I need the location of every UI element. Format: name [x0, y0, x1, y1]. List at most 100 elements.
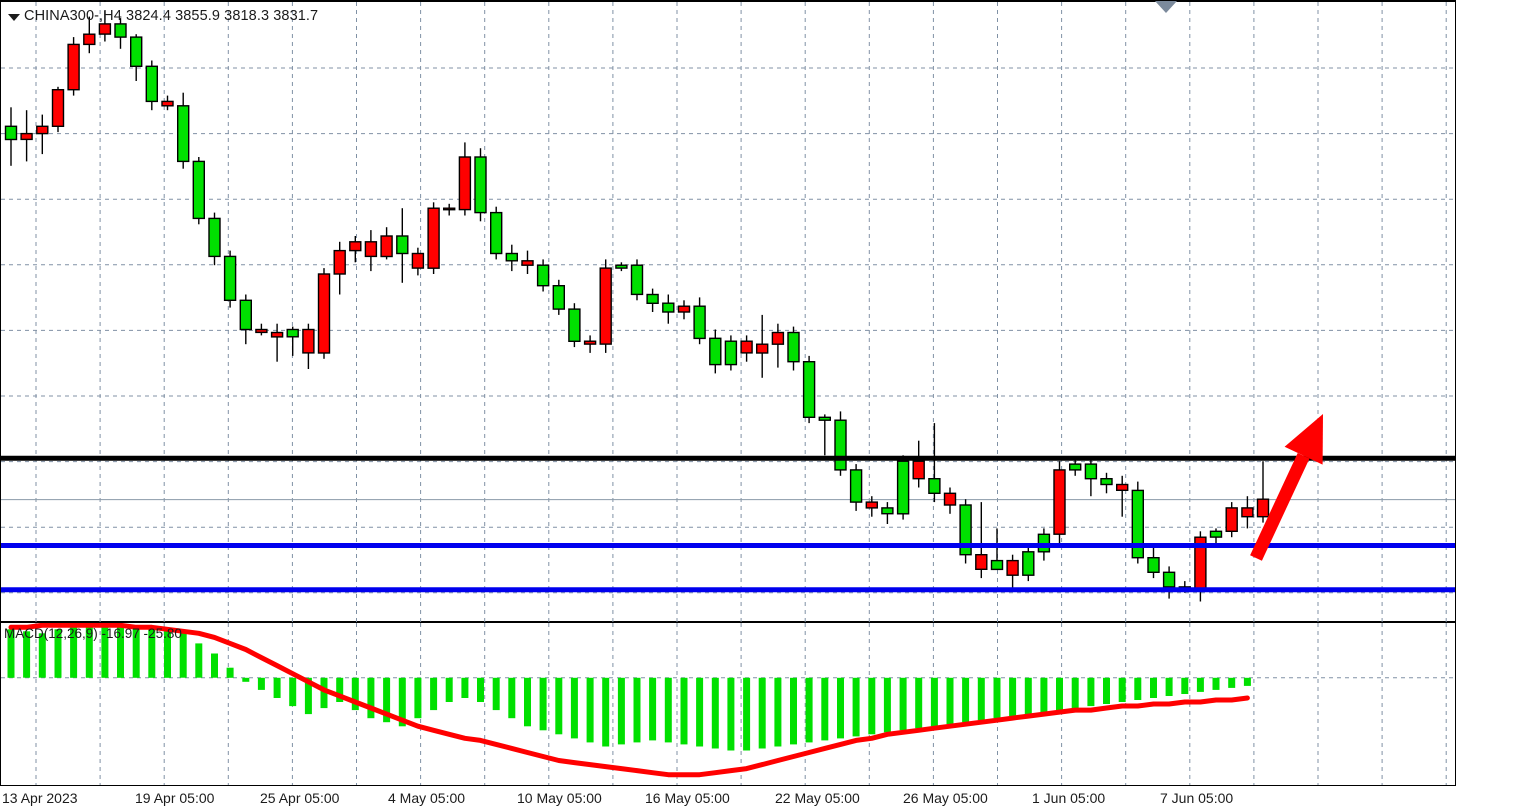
- candle: [1068, 463, 1082, 471]
- candle: [834, 419, 847, 471]
- macd-bar: [54, 629, 62, 678]
- macd-bar: [1009, 677, 1017, 717]
- time-axis-tick: 16 May 05:00: [645, 790, 730, 806]
- macd-bar: [539, 677, 547, 731]
- macd-bar: [1024, 677, 1032, 715]
- macd-plot[interactable]: [1, 623, 1456, 785]
- candle: [208, 217, 221, 258]
- candle: [317, 273, 331, 354]
- macd-bar: [821, 677, 829, 741]
- price-pane: [0, 0, 1524, 622]
- macd-bar: [367, 677, 375, 719]
- candle: [1115, 483, 1129, 492]
- macd-bar: [289, 677, 297, 707]
- candle: [912, 460, 925, 480]
- macd-bar: [664, 677, 672, 743]
- candle: [756, 343, 769, 354]
- triangle-down-icon[interactable]: [8, 14, 20, 21]
- candle: [223, 255, 237, 301]
- macd-bar: [790, 677, 797, 745]
- candle: [521, 260, 534, 266]
- macd-bar: [430, 677, 438, 711]
- candle: [114, 23, 127, 38]
- macd-bar: [1243, 677, 1251, 686]
- macd-bar: [257, 677, 265, 690]
- candle: [1256, 498, 1270, 518]
- macd-signal-line: [8, 623, 1250, 778]
- candle: [709, 337, 722, 366]
- macd-bar: [946, 677, 954, 725]
- macd-bar: [915, 677, 923, 729]
- macd-bar: [852, 677, 860, 737]
- macd-pane: [0, 622, 1524, 786]
- candle: [677, 305, 691, 313]
- time-axis-tick: 13 Apr 2023: [2, 790, 78, 806]
- macd-bar: [226, 667, 234, 678]
- candle: [630, 264, 644, 296]
- candle: [396, 235, 409, 255]
- candle: [302, 328, 315, 354]
- candle: [881, 507, 894, 515]
- candle: [36, 125, 49, 135]
- candle: [568, 308, 581, 343]
- candle: [1022, 551, 1035, 576]
- macd-bar: [1103, 677, 1110, 704]
- candle: [802, 361, 816, 419]
- candle: [286, 328, 299, 338]
- macd-bar: [1040, 677, 1048, 713]
- candle: [740, 340, 753, 354]
- price-plot[interactable]: [1, 2, 1456, 622]
- macd-bar: [195, 643, 203, 678]
- macd-bar: [101, 625, 109, 678]
- time-axis-tick: 25 Apr 05:00: [260, 790, 340, 806]
- macd-bar: [899, 677, 907, 731]
- macd-bar: [242, 677, 250, 682]
- candle: [1225, 507, 1238, 532]
- candle-series: [4, 10, 1270, 602]
- candle: [129, 36, 143, 67]
- candle: [787, 331, 800, 363]
- macd-bar: [993, 677, 1001, 719]
- macd-bar: [774, 677, 782, 747]
- candle: [380, 235, 393, 258]
- time-axis-tick: 1 Jun 05:00: [1032, 790, 1106, 806]
- candle: [928, 478, 941, 495]
- candle: [67, 43, 80, 91]
- marker-triangle-down-icon[interactable]: [1155, 1, 1177, 13]
- candle: [161, 100, 174, 107]
- candle: [724, 340, 738, 366]
- candle: [83, 33, 96, 46]
- macd-bar: [977, 677, 985, 721]
- candle: [176, 105, 190, 163]
- macd-bar: [649, 677, 657, 741]
- time-axis-tick: 7 Jun 05:00: [1160, 790, 1234, 806]
- macd-bar: [1118, 677, 1126, 702]
- macd-bar: [680, 677, 688, 745]
- macd-bar: [617, 677, 625, 745]
- macd-bar: [383, 677, 391, 723]
- candle: [1131, 489, 1145, 559]
- macd-bar: [883, 677, 891, 733]
- candle: [1053, 469, 1066, 535]
- price-axis[interactable]: 4148.04102.04056.04010.03963.53917.53871…: [1455, 0, 1524, 786]
- candle: [583, 340, 597, 345]
- macd-bar: [132, 625, 140, 678]
- time-axis-tick: 26 May 05:00: [903, 790, 988, 806]
- macd-bar: [1212, 677, 1220, 690]
- candle: [943, 492, 957, 506]
- candle: [145, 65, 159, 103]
- candle: [536, 264, 550, 287]
- time-axis-tick: 4 May 05:00: [388, 790, 466, 806]
- macd-bar: [727, 677, 735, 751]
- candle: [693, 305, 706, 340]
- macd-bar: [148, 627, 156, 678]
- time-axis[interactable]: 13 Apr 2023 19 Apr 05:00 25 Apr 05:00 4 May…: [0, 786, 1524, 811]
- candle: [599, 267, 612, 345]
- candle: [990, 559, 1004, 571]
- macd-histogram: [7, 625, 1251, 751]
- candle: [51, 88, 65, 127]
- candle: [896, 460, 910, 515]
- candle: [1241, 507, 1254, 518]
- macd-bar: [398, 677, 406, 727]
